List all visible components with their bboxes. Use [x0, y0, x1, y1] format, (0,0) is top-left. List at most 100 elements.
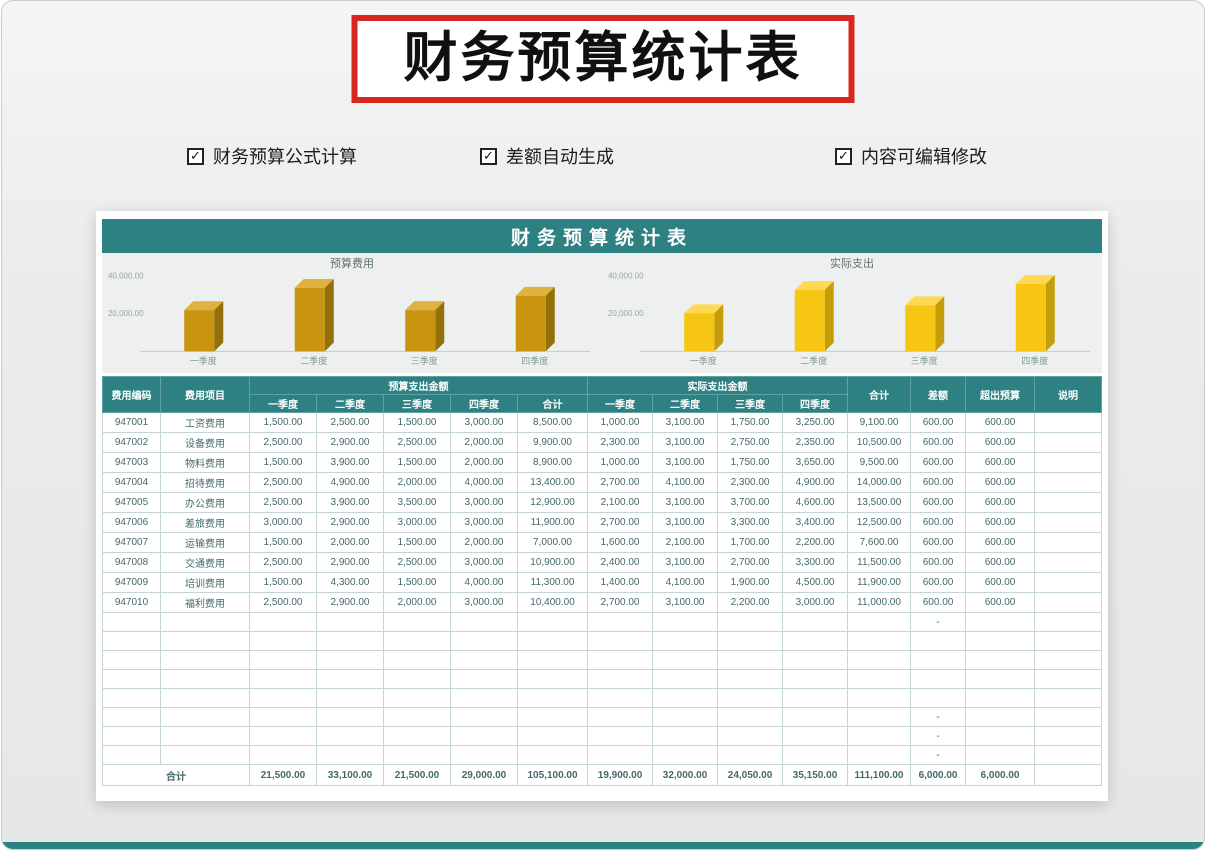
- cell-actual-quarter: 2,700.00: [587, 592, 654, 613]
- empty-row: -: [102, 707, 1102, 727]
- cell-note: [1034, 631, 1102, 651]
- empty-cell: [717, 650, 784, 670]
- cell-expense-code: 947005: [102, 492, 161, 513]
- cell-difference: 600.00: [910, 592, 967, 613]
- chart-bar-side: [714, 304, 724, 352]
- empty-cell: [652, 745, 719, 765]
- cell-budget-total: 10,400.00: [516, 592, 589, 613]
- empty-cell: [160, 631, 250, 651]
- cell-note: [1034, 532, 1102, 553]
- cell-note: [1034, 412, 1102, 433]
- cell-budget-quarter: 1,500.00: [249, 452, 317, 473]
- cell-budget-quarter: 2,900.00: [316, 552, 384, 573]
- x-category-label: 一季度: [190, 355, 217, 366]
- chart-bar-top: [184, 301, 224, 311]
- cell-expense-item: 办公费用: [160, 492, 250, 513]
- cell-budget-total: 13,400.00: [516, 472, 589, 493]
- feature-label: 差额自动生成: [506, 147, 614, 167]
- empty-cell: [847, 669, 912, 689]
- empty-cell: [316, 669, 384, 689]
- chart-bar: [905, 305, 936, 352]
- chart-bar-top: [794, 281, 834, 290]
- total-label: 合计: [102, 764, 250, 786]
- empty-cell: [450, 707, 518, 727]
- cell-actual-total: 14,000.00: [847, 472, 912, 493]
- cell-budget-total: 8,900.00: [516, 452, 589, 473]
- cell-expense-code: 947001: [102, 412, 161, 433]
- cell-actual-quarter: 2,350.00: [782, 432, 849, 453]
- cell-actual-quarter: 4,500.00: [782, 572, 849, 593]
- cell-actual-total: 13,500.00: [847, 492, 912, 513]
- empty-cell: [383, 745, 451, 765]
- cell-actual-quarter: 3,100.00: [652, 552, 719, 573]
- cell-actual-quarter: 4,100.00: [652, 572, 719, 593]
- empty-cell: [717, 707, 784, 727]
- feature-item-autodiff: ✓ 差额自动生成: [480, 143, 614, 169]
- cell-budget-quarter: 2,500.00: [383, 552, 451, 573]
- chart-bar-side: [435, 301, 445, 352]
- cell-actual-quarter: 2,200.00: [782, 532, 849, 553]
- cell-actual-total: 7,600.00: [847, 532, 912, 553]
- cell-difference: 600.00: [910, 552, 967, 573]
- cell-actual-quarter: 1,000.00: [587, 452, 654, 473]
- cell-actual-quarter: 3,100.00: [652, 512, 719, 533]
- empty-cell: [516, 688, 589, 708]
- cell-budget-quarter: 2,500.00: [249, 492, 317, 513]
- chart-bar: [1015, 283, 1046, 352]
- empty-cell: [450, 745, 518, 765]
- budget-table: 费用编码 费用项目 预算支出金额 实际支出金额 合计 差额 超出预算 说明 一季…: [102, 376, 1102, 786]
- chart-bar-side: [214, 301, 224, 352]
- cell-difference: 600.00: [910, 572, 967, 593]
- cell-actual-quarter: 2,300.00: [587, 432, 654, 453]
- cell-over-budget: [965, 745, 1036, 765]
- cell-over-budget: 600.00: [965, 572, 1036, 593]
- empty-cell: [516, 650, 589, 670]
- cell-difference: -: [910, 745, 967, 765]
- cell-actual-quarter: 2,100.00: [587, 492, 654, 513]
- cell-budget-quarter: 4,000.00: [450, 472, 518, 493]
- empty-cell: [249, 669, 317, 689]
- empty-cell: [782, 707, 849, 727]
- cell-expense-code: 947003: [102, 452, 161, 473]
- cell-budget-quarter: 1,500.00: [383, 412, 451, 433]
- cell-note: [1034, 726, 1102, 746]
- cell-over-budget: [965, 726, 1036, 746]
- cell-actual-total: 11,000.00: [847, 592, 912, 613]
- empty-cell: [249, 726, 317, 746]
- x-category-label: 二季度: [300, 355, 327, 366]
- cell-over-budget: 600.00: [965, 552, 1036, 573]
- budget-expense-chart: 预算费用 40,000.00 20,000.00 一季度 二季度 三季度 四季度: [108, 256, 590, 366]
- empty-cell: [587, 631, 654, 651]
- cell-actual-quarter: 3,300.00: [717, 512, 784, 533]
- cell-over-budget: 600.00: [965, 472, 1036, 493]
- cell-budget-total: 12,900.00: [516, 492, 589, 513]
- cell-budget-quarter: 4,000.00: [450, 572, 518, 593]
- cell-expense-code: 947010: [102, 592, 161, 613]
- empty-cell: [160, 707, 250, 727]
- cell-actual-quarter: 4,100.00: [652, 472, 719, 493]
- total-budget-quarter: 21,500.00: [249, 764, 317, 786]
- cell-difference: 600.00: [910, 472, 967, 493]
- cell-note: [1034, 472, 1102, 493]
- cell-budget-quarter: 1,500.00: [383, 572, 451, 593]
- cell-budget-quarter: 4,300.00: [316, 572, 384, 593]
- empty-cell: [782, 631, 849, 651]
- cell-actual-quarter: 2,100.00: [652, 532, 719, 553]
- chart-bar-top: [684, 304, 724, 314]
- cell-expense-code: 947008: [102, 552, 161, 573]
- x-category-label: 二季度: [800, 355, 827, 366]
- empty-cell: [516, 669, 589, 689]
- table-row: 947004 招待费用 2,500.00 4,900.00 2,000.00 4,000.…: [102, 472, 1102, 493]
- empty-cell: [249, 707, 317, 727]
- cell-actual-quarter: 2,700.00: [717, 552, 784, 573]
- col-header-code: 费用编码: [102, 376, 161, 413]
- col-header-note: 说明: [1034, 376, 1102, 413]
- cell-note: [1034, 492, 1102, 513]
- cell-actual-total: 11,500.00: [847, 552, 912, 573]
- cell-note: [1034, 512, 1102, 533]
- empty-cell: [316, 650, 384, 670]
- cell-budget-quarter: 2,500.00: [383, 432, 451, 453]
- empty-cell: [587, 745, 654, 765]
- cell-expense-item: 物料费用: [160, 452, 250, 473]
- checkbox-checked-icon: ✓: [835, 147, 852, 165]
